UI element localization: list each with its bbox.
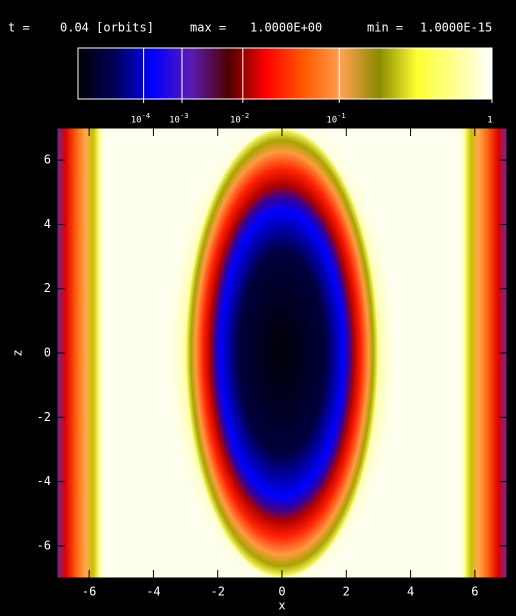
y-tick-label: -2 [37, 410, 51, 424]
colorbar-tick-label: 10 -1 [326, 112, 345, 126]
x-axis-label: x [278, 599, 285, 613]
x-tick-label: 4 [407, 585, 414, 599]
colorbar-tick-base: 10 [169, 116, 180, 126]
x-tick-label: -6 [82, 585, 96, 599]
colorbar [77, 47, 493, 100]
x-tick-label: 0 [278, 585, 285, 599]
max-label: max = [190, 21, 226, 35]
time-label: t = [8, 21, 30, 35]
x-tick-label: 6 [471, 585, 478, 599]
y-tick-label: 6 [44, 153, 51, 167]
min-value: 1.0000E-15 [420, 21, 492, 35]
colorbar-tick-label: 1 [487, 116, 492, 126]
core [186, 129, 378, 577]
colorbar-tick-exponent: -1 [337, 112, 345, 120]
y-tick-label: 4 [44, 217, 51, 231]
colorbar-tick-exponent: -4 [142, 112, 150, 120]
colorbar-tick-base: 10 [326, 116, 337, 126]
y-tick-label: -6 [37, 538, 51, 552]
colorbar-tick-label: 10 -4 [131, 112, 150, 126]
y-tick-label: -4 [37, 474, 51, 488]
colorbar-tick-exponent: -3 [180, 112, 188, 120]
colorbar-tick-label: 10 -2 [230, 112, 249, 126]
x-tick-label: -4 [146, 585, 160, 599]
field-image [57, 128, 507, 578]
x-tick-label: -2 [210, 585, 224, 599]
min-label: min = [367, 21, 403, 35]
time-value: 0.04 [orbits] [60, 21, 154, 35]
colorbar-tick-label: 10 -3 [169, 112, 188, 126]
colorbar-tick-exponent: -2 [241, 112, 249, 120]
y-axis-label: z [11, 349, 25, 356]
y-tick-label: 2 [44, 281, 51, 295]
x-tick-label: 2 [343, 585, 350, 599]
y-tick-label: 0 [44, 346, 51, 360]
colorbar-tick-base: 10 [230, 116, 241, 126]
colorbar-tick-base: 10 [131, 116, 142, 126]
max-value: 1.0000E+00 [250, 21, 322, 35]
